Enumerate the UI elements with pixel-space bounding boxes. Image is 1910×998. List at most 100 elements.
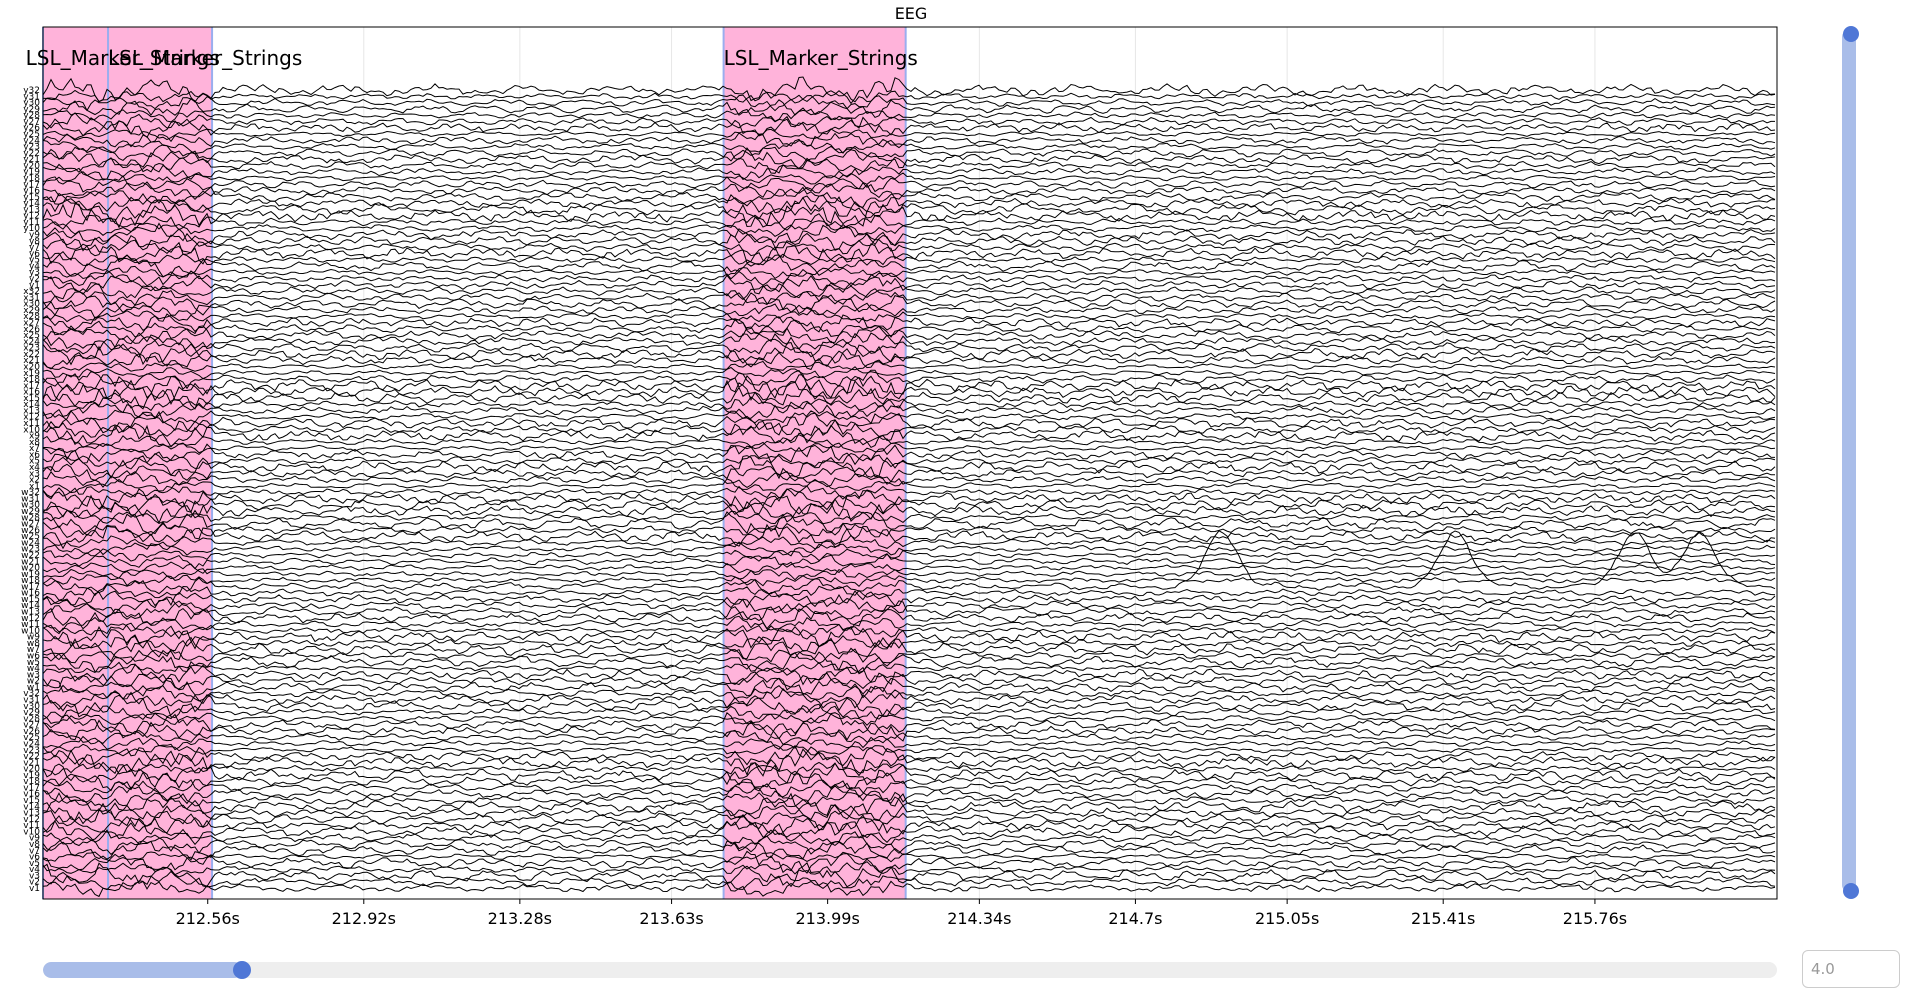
eeg-trace-x32	[42, 282, 1776, 301]
eeg-trace-x26	[42, 318, 1776, 338]
channel-label: y21	[23, 155, 40, 165]
eeg-trace-y16	[42, 181, 1776, 201]
eeg-trace-w30	[42, 494, 1776, 519]
eeg-trace-x29	[42, 300, 1776, 320]
channel-label: x13	[23, 406, 40, 416]
channel-label: w10	[21, 626, 40, 636]
eeg-trace-x12	[42, 409, 1776, 426]
eeg-trace-v17	[42, 779, 1776, 798]
eeg-trace-y21	[42, 147, 1776, 170]
channel-label: w20	[21, 564, 40, 574]
x-tick-label: 215.76s	[1563, 909, 1627, 928]
eeg-trace-w26	[42, 521, 1776, 538]
channel-label: v19	[23, 771, 40, 781]
channel-label: w8	[27, 639, 40, 649]
x-tick-label: 213.99s	[795, 909, 859, 928]
eeg-trace-x18	[42, 369, 1776, 390]
channel-label: x31	[23, 293, 40, 303]
channel-label: w30	[21, 501, 40, 511]
eeg-trace-v5	[42, 850, 1776, 875]
eeg-trace-y32	[42, 76, 1776, 105]
eeg-trace-x19	[42, 366, 1776, 380]
eeg-trace-x30	[42, 292, 1776, 316]
eeg-trace-w4	[42, 661, 1776, 674]
eeg-trace-y2	[42, 269, 1776, 287]
eeg-trace-v26	[42, 719, 1776, 742]
vertical-scrollbar[interactable]	[1842, 30, 1856, 892]
eeg-trace-v14	[42, 792, 1776, 820]
duration-input[interactable]	[1802, 950, 1900, 988]
eeg-trace-y1	[42, 274, 1776, 295]
channel-label: y9	[29, 231, 40, 241]
eeg-trace-v11	[42, 813, 1776, 836]
channel-label: v18	[23, 777, 40, 787]
eeg-trace-x4	[42, 455, 1776, 480]
eeg-trace-y14	[42, 192, 1775, 214]
plot-frame	[42, 26, 1778, 900]
horizontal-scrollbar[interactable]	[43, 962, 1777, 978]
channel-label: w13	[21, 608, 40, 618]
channel-label: y12	[23, 212, 40, 222]
channel-label: v28	[23, 714, 40, 724]
channel-label: x14	[23, 400, 40, 410]
eeg-trace-y17	[42, 175, 1776, 193]
channel-label: w17	[21, 582, 40, 592]
channel-label: w24	[21, 538, 40, 548]
eeg-trace-w5	[42, 649, 1776, 675]
channel-label: v17	[23, 783, 40, 793]
x-tick-label: 214.7s	[1108, 909, 1162, 928]
eeg-trace-v8	[42, 834, 1776, 855]
x-tick-label: 212.92s	[332, 909, 396, 928]
eeg-trace-w28	[42, 509, 1776, 525]
channel-label: y32	[23, 86, 40, 96]
eeg-trace-x5	[42, 451, 1776, 469]
channel-label: x18	[23, 375, 40, 385]
channel-label: w12	[21, 614, 40, 624]
eeg-trace-y27	[42, 112, 1775, 131]
vertical-scroll-bottom-handle[interactable]	[1843, 883, 1859, 899]
eeg-trace-w9	[42, 625, 1776, 650]
channel-label: y23	[23, 143, 40, 153]
horizontal-scroll-handle[interactable]	[233, 961, 252, 979]
eeg-trace-x3	[42, 463, 1776, 483]
annotation-layer	[42, 27, 907, 899]
channel-label: v1	[29, 884, 40, 894]
eeg-trace-w3	[42, 664, 1776, 686]
channel-label: y20	[23, 161, 40, 171]
eeg-trace-v12	[42, 809, 1776, 832]
eeg-trace-v29	[42, 703, 1776, 720]
eeg-trace-x15	[42, 385, 1776, 410]
eeg-trace-v28	[42, 711, 1776, 726]
eeg-trace-w29	[42, 500, 1776, 525]
eeg-trace-y31	[42, 89, 1776, 103]
eeg-trace-x21	[42, 350, 1776, 371]
eeg-trace-x2	[42, 471, 1776, 488]
eeg-trace-y5	[42, 252, 1776, 267]
channel-label: v15	[23, 796, 40, 806]
eeg-trace-y26	[42, 116, 1776, 139]
channel-label: y13	[23, 205, 40, 215]
channel-label: v23	[23, 746, 40, 756]
eeg-trace-x31	[42, 288, 1776, 307]
eeg-trace-y15	[42, 186, 1776, 208]
channel-label: w2	[27, 677, 40, 687]
channel-label: w11	[21, 620, 40, 630]
eeg-trace-x1	[42, 478, 1776, 494]
channel-label: y25	[23, 130, 40, 140]
channel-label: w23	[21, 545, 40, 555]
eeg-trace-w16	[42, 584, 1776, 601]
channel-label: w14	[21, 601, 40, 611]
eeg-trace-v25	[42, 728, 1776, 746]
vertical-scroll-top-handle[interactable]	[1843, 26, 1859, 42]
x-tick-label: 213.28s	[488, 909, 552, 928]
eeg-trace-v9	[42, 828, 1776, 846]
channel-label: v22	[23, 752, 40, 762]
eeg-trace-w19	[42, 568, 1776, 581]
channel-label: v24	[23, 739, 40, 749]
channel-label: w21	[21, 557, 40, 567]
eeg-trace-y11	[42, 213, 1776, 231]
annotation-span[interactable]	[108, 27, 213, 899]
channel-label: v8	[29, 840, 40, 850]
eeg-trace-y24	[42, 132, 1776, 148]
